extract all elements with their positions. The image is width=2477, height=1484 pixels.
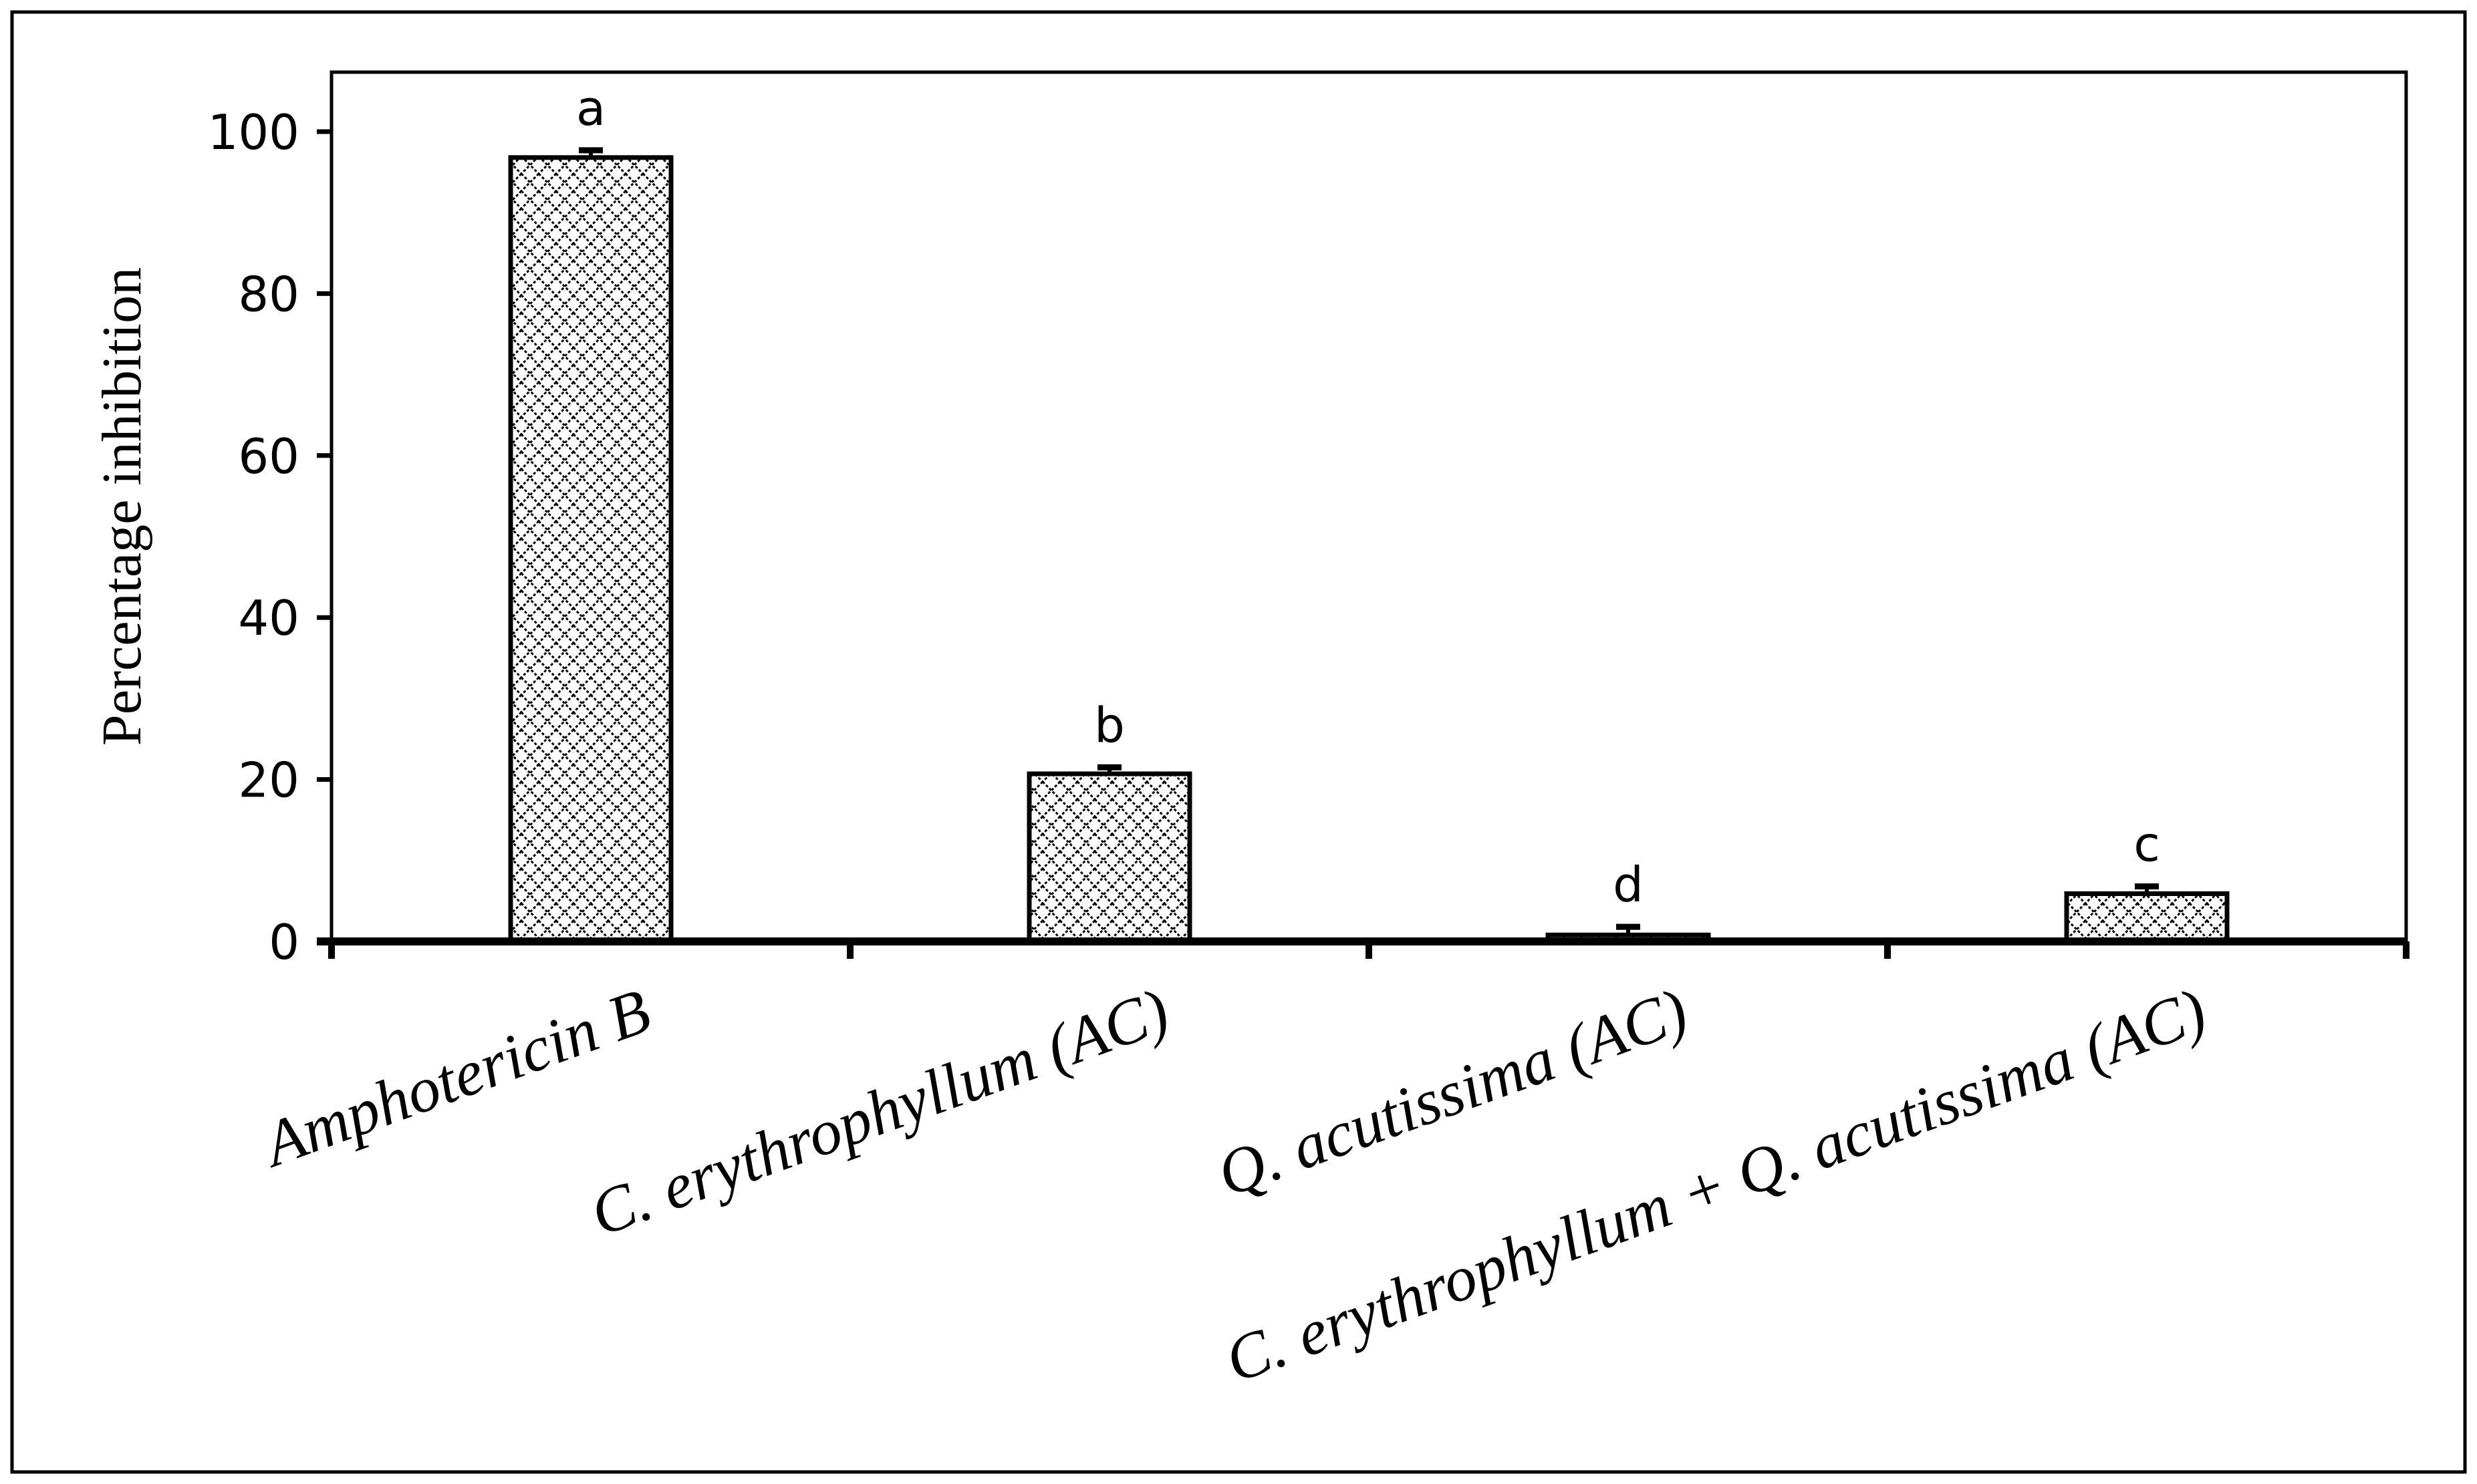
y-axis-title: Percentage inhibition [91, 267, 153, 746]
y-tick-label: 80 [238, 266, 299, 322]
category-label: Amphotericin B [251, 974, 659, 1181]
y-axis: 0 20 40 60 80 100 [208, 104, 332, 970]
significance-letter: d [1613, 857, 1644, 913]
category-label: C. erythrophyllum + Q. acutissima (AC) [1216, 974, 2215, 1396]
y-tick-label: 40 [238, 590, 299, 646]
category-label: Q. acutissima (AC) [1208, 974, 1697, 1210]
bar [1027, 771, 1192, 944]
significance-letter: c [2133, 817, 2160, 873]
x-axis: Amphotericin BC. erythrophyllum (AC) Q. a… [251, 937, 2409, 1396]
significance-letter: b [1094, 697, 1125, 753]
y-tick-label: 60 [238, 428, 299, 484]
y-tick-label: 100 [208, 104, 299, 160]
bar [2064, 891, 2230, 944]
y-tick-label: 0 [269, 914, 299, 970]
y-tick-label: 20 [238, 752, 299, 808]
significance-letter: a [576, 80, 606, 136]
category-label: C. erythrophyllum (AC) [581, 974, 1178, 1249]
bars-group: a b d c [508, 80, 2230, 944]
bar [508, 155, 674, 944]
outer-border [10, 10, 2467, 1474]
